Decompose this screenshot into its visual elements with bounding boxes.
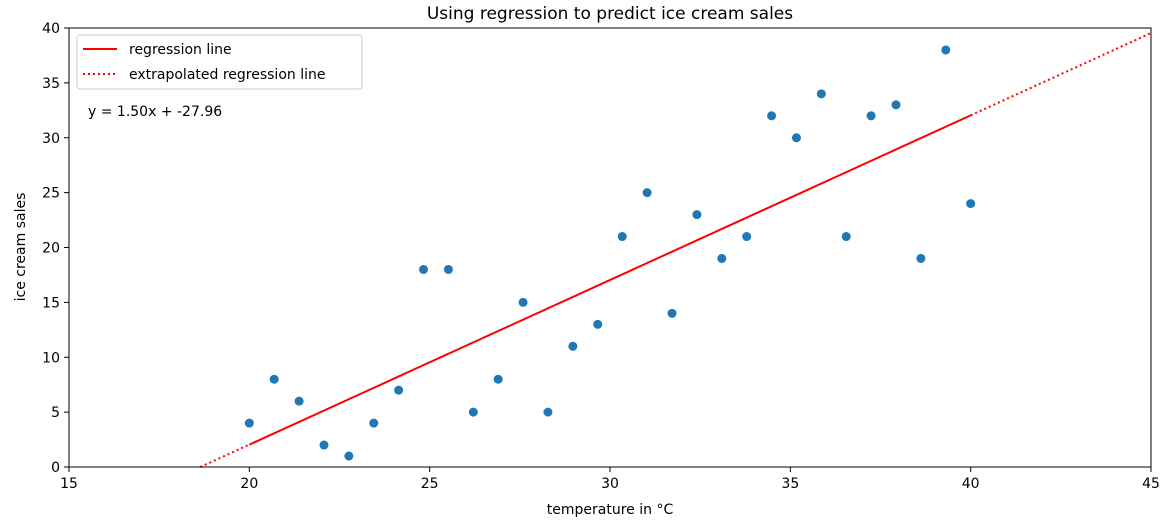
data-point: [319, 440, 329, 450]
x-axis-label: temperature in °C: [547, 502, 674, 518]
data-point: [866, 111, 876, 121]
plot-frame: [68, 27, 1152, 468]
data-point: [617, 232, 627, 242]
data-point: [543, 407, 553, 417]
x-tick-label: 40: [962, 476, 980, 492]
data-point: [667, 308, 677, 318]
data-point: [966, 199, 976, 209]
legend: regression line extrapolated regression …: [76, 34, 363, 90]
data-point: [568, 341, 578, 351]
data-point: [767, 111, 777, 121]
data-point: [642, 188, 652, 198]
legend-label-regression: regression line: [129, 42, 232, 58]
data-point: [269, 374, 279, 384]
plot-marks: [199, 32, 1152, 468]
y-tick-label: 30: [42, 131, 60, 147]
y-tick-label: 5: [51, 405, 60, 421]
y-tick-label: 40: [42, 21, 60, 37]
data-point: [369, 418, 379, 428]
extrapolated-regression-line: [199, 443, 250, 468]
y-tick-label: 15: [42, 295, 60, 311]
data-point: [294, 396, 304, 406]
data-point: [692, 210, 702, 220]
data-point: [841, 232, 851, 242]
y-tick-label: 20: [42, 241, 60, 257]
legend-label-extrapolated: extrapolated regression line: [129, 67, 325, 83]
data-point: [593, 319, 603, 329]
data-point: [394, 385, 404, 395]
data-point: [816, 89, 826, 99]
y-tick-label: 10: [42, 350, 60, 366]
legend-box: [76, 34, 363, 90]
y-tick-label: 35: [42, 76, 60, 92]
y-tick-label: 0: [51, 460, 60, 476]
x-tick-label: 45: [1142, 476, 1160, 492]
data-point: [742, 232, 752, 242]
data-point: [916, 253, 926, 263]
y-axis: 0 5 10 15 20 25 30 35 40: [42, 21, 69, 476]
data-point: [443, 264, 453, 274]
x-axis: 15 20 25 30 35 40 45: [60, 467, 1160, 492]
extrapolated-regression-line: [970, 32, 1152, 117]
y-tick-label: 25: [42, 186, 60, 202]
data-point: [468, 407, 478, 417]
data-point: [518, 297, 528, 307]
data-point: [344, 451, 354, 461]
data-point: [244, 418, 254, 428]
data-point: [891, 100, 901, 110]
y-axis-label: ice cream sales: [13, 193, 29, 302]
x-tick-label: 15: [60, 476, 78, 492]
x-tick-label: 25: [421, 476, 439, 492]
data-point: [941, 45, 951, 55]
data-point: [717, 253, 727, 263]
data-point: [493, 374, 503, 384]
x-tick-label: 20: [240, 476, 258, 492]
x-tick-label: 35: [781, 476, 799, 492]
regression-line: [248, 114, 972, 446]
data-point: [419, 264, 429, 274]
chart-title: Using regression to predict ice cream sa…: [427, 4, 793, 24]
data-point: [791, 133, 801, 143]
regression-equation: y = 1.50x + -27.96: [88, 104, 222, 120]
x-tick-label: 30: [601, 476, 619, 492]
